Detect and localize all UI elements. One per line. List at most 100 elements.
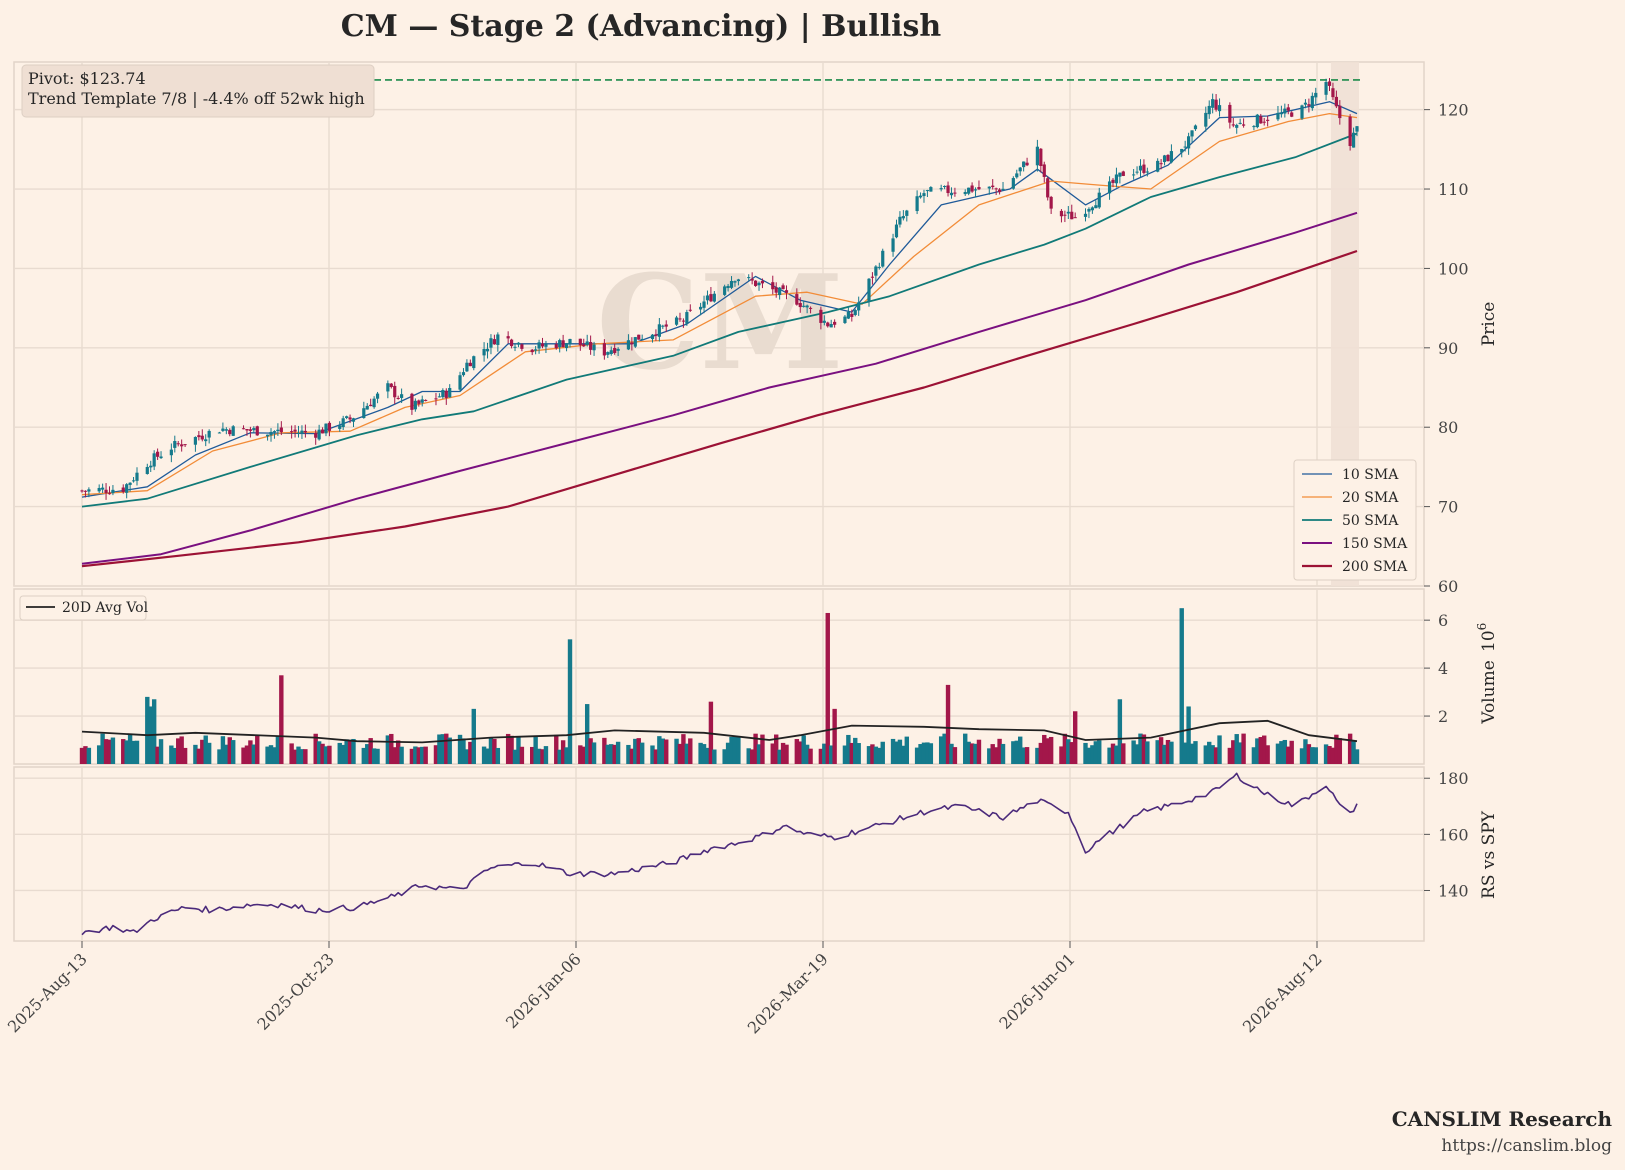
volume-bar: [966, 741, 971, 764]
volume-bar: [914, 747, 920, 764]
price-legend-items: 10 SMA 20 SMA 50 SMA 150 SMA 200 SMA: [1302, 467, 1408, 575]
volume-bar: [107, 739, 112, 764]
volume-bar: [1347, 733, 1353, 764]
legend-label: 20 SMA: [1342, 490, 1399, 506]
candle-body: [747, 277, 751, 279]
volume-bar: [299, 749, 305, 764]
volume-bar: [1351, 740, 1356, 764]
candle-body: [881, 250, 885, 267]
footer-brand: CANSLIM Research: [1392, 1107, 1613, 1131]
volume-bar: [636, 738, 641, 764]
rs-line: [81, 772, 1358, 936]
candle-body: [458, 375, 462, 390]
candle-body: [156, 451, 160, 457]
candle-body: [1255, 114, 1259, 128]
candle-body: [1159, 163, 1163, 165]
candle-body: [396, 397, 400, 399]
volume-bar: [1069, 742, 1074, 764]
candle-body: [372, 398, 376, 408]
candle-body: [1351, 132, 1356, 148]
candle-body: [829, 323, 833, 328]
candle-body: [320, 429, 325, 434]
volume-bar: [272, 747, 277, 764]
volume-bar: [588, 738, 593, 764]
price-axis-label: Price: [1479, 302, 1499, 347]
candle-body: [314, 433, 318, 438]
price-legend: [1293, 459, 1417, 581]
watermark: CM: [596, 246, 843, 399]
volume-bar: [973, 743, 978, 764]
volume-bar: [488, 737, 494, 764]
volume-bar: [444, 733, 449, 764]
candle-body: [929, 187, 933, 192]
candle-body: [338, 425, 342, 429]
candle-body: [967, 187, 971, 194]
volume-bar: [856, 743, 861, 764]
candle-body: [698, 306, 703, 310]
volume-bar: [801, 735, 806, 764]
candle-body: [1235, 124, 1239, 128]
volume-bar: [1189, 743, 1195, 764]
candle-body: [877, 266, 881, 268]
candle-body: [1035, 146, 1039, 166]
volume-bar: [629, 748, 635, 764]
candle-body: [1142, 164, 1146, 173]
candle-body: [1162, 155, 1167, 163]
volume-bar: [1083, 742, 1088, 764]
volume-bar: [313, 733, 318, 764]
candle-body: [723, 286, 727, 295]
volume-bar: [1141, 734, 1147, 764]
candle-body: [1310, 95, 1314, 109]
candle-body: [362, 408, 366, 419]
volume-bar: [612, 744, 617, 764]
volume-bar: [169, 745, 174, 764]
candle-body: [874, 266, 878, 276]
candle-body: [1083, 213, 1088, 217]
volume-bar: [880, 741, 885, 764]
candle-body: [870, 276, 875, 278]
candle-body: [83, 490, 88, 492]
volume-bar: [660, 738, 665, 764]
candle-body: [1228, 104, 1232, 123]
candle-body: [324, 423, 328, 434]
volume-bar: [1327, 746, 1332, 764]
candle-body: [121, 487, 125, 493]
candle-body: [265, 434, 270, 437]
volume-bar: [997, 738, 1002, 764]
candle-body: [640, 338, 644, 340]
candle-body: [678, 318, 682, 320]
volume-bar: [413, 746, 418, 764]
candle-body: [688, 309, 692, 311]
avg-volume-polyline: [81, 719, 1358, 744]
candle-body: [207, 430, 211, 438]
candle-body: [1166, 154, 1170, 162]
volume-bar: [389, 733, 394, 764]
candle-body: [217, 432, 222, 434]
volume-bar: [1114, 745, 1119, 764]
volume-bar: [193, 744, 198, 764]
volume-bar: [344, 739, 349, 764]
candle-body: [303, 430, 307, 433]
price-tick-label: 100: [1438, 259, 1469, 278]
volume-bar: [677, 743, 683, 764]
candle-body: [241, 428, 246, 430]
volume-bar: [712, 749, 717, 764]
price-tick-label: 120: [1438, 101, 1469, 120]
candle-body: [272, 431, 277, 433]
candle-body: [224, 429, 228, 431]
volume-bar: [1289, 740, 1294, 764]
volume-bar: [516, 736, 521, 764]
candle-body: [1145, 171, 1149, 173]
volume-bar: [987, 748, 992, 764]
volume-bar: [1303, 739, 1308, 764]
candle-body: [413, 400, 417, 410]
candle-body: [733, 281, 737, 283]
volume-bar: [241, 747, 246, 764]
candle-body: [1121, 171, 1125, 176]
candle-body: [633, 337, 637, 347]
candle-body: [1348, 116, 1352, 147]
volume-bar: [536, 748, 542, 764]
volume-bar: [1138, 733, 1143, 764]
candle-body: [1022, 161, 1026, 168]
